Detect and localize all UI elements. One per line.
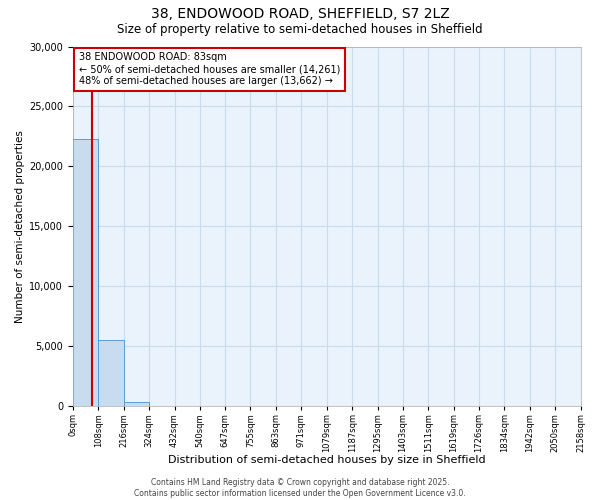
X-axis label: Distribution of semi-detached houses by size in Sheffield: Distribution of semi-detached houses by …: [168, 455, 485, 465]
Text: 38 ENDOWOOD ROAD: 83sqm
← 50% of semi-detached houses are smaller (14,261)
48% o: 38 ENDOWOOD ROAD: 83sqm ← 50% of semi-de…: [79, 52, 340, 86]
Bar: [73, 139, 98, 406]
Text: Size of property relative to semi-detached houses in Sheffield: Size of property relative to semi-detach…: [117, 22, 483, 36]
Y-axis label: Number of semi-detached properties: Number of semi-detached properties: [15, 130, 25, 323]
Bar: [124, 402, 149, 406]
Text: 38, ENDOWOOD ROAD, SHEFFIELD, S7 2LZ: 38, ENDOWOOD ROAD, SHEFFIELD, S7 2LZ: [151, 8, 449, 22]
Bar: [98, 340, 124, 406]
Text: Contains HM Land Registry data © Crown copyright and database right 2025.
Contai: Contains HM Land Registry data © Crown c…: [134, 478, 466, 498]
